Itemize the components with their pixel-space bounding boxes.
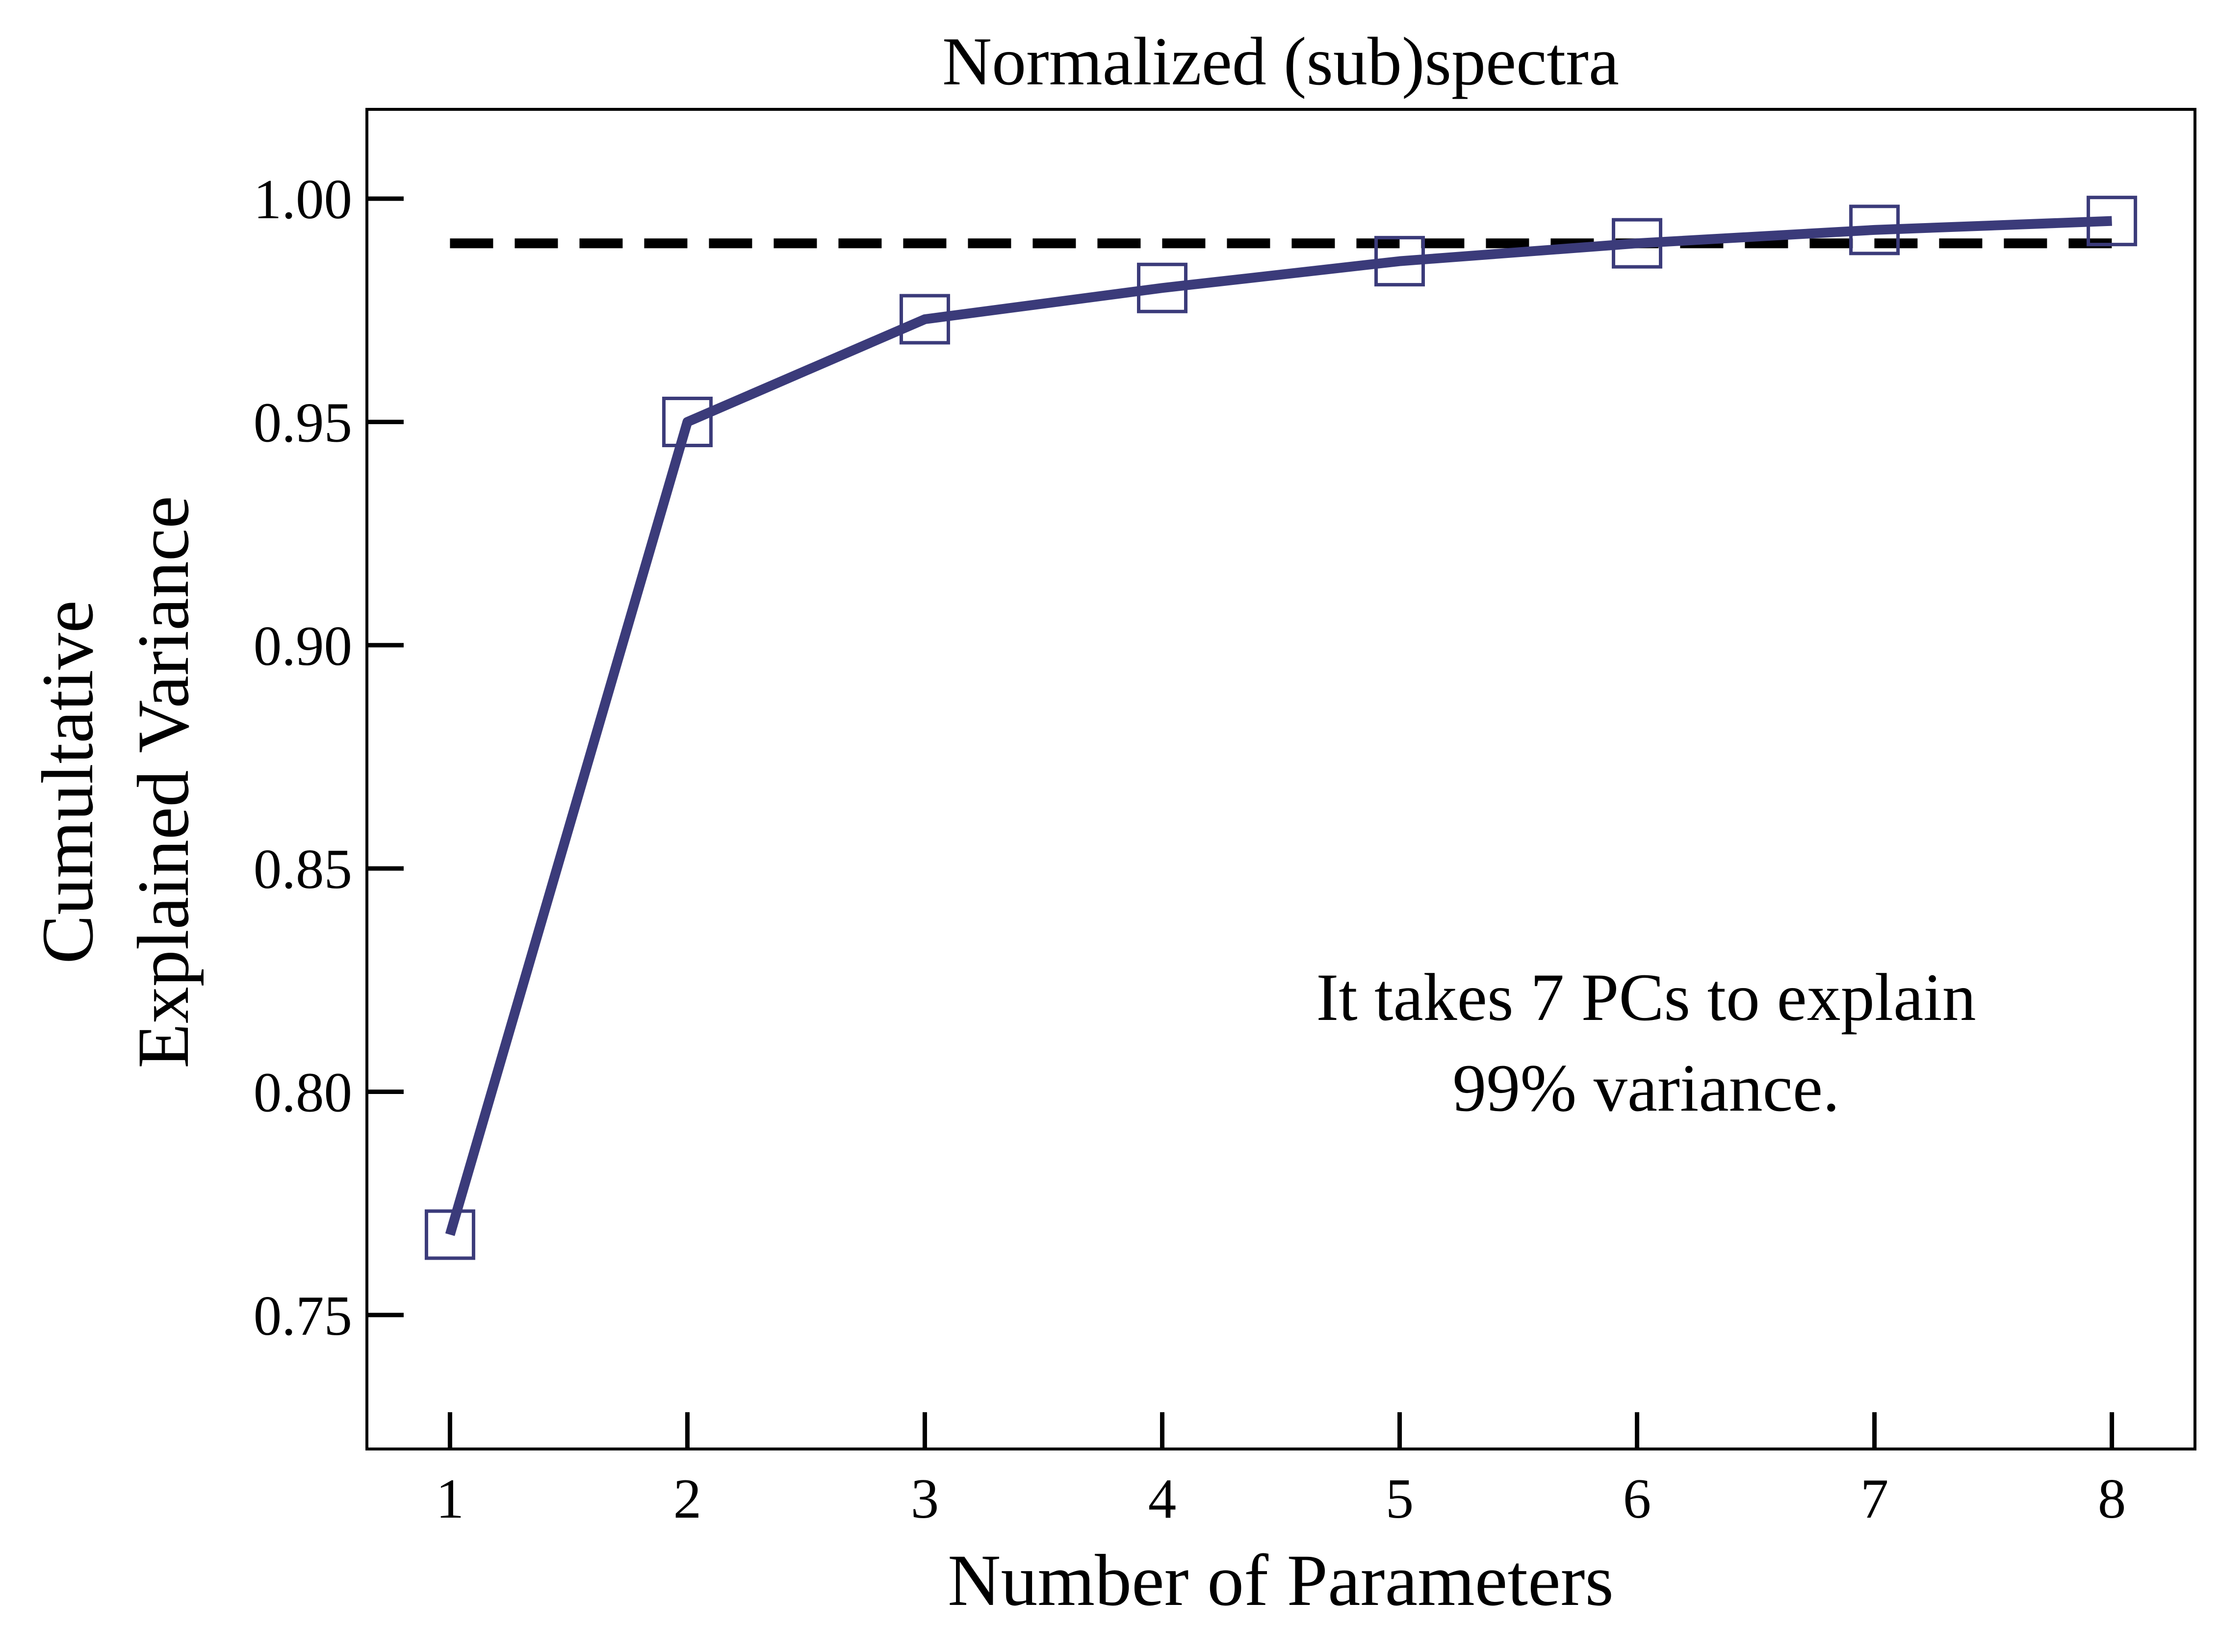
x-tick-label: 1 (436, 1468, 464, 1530)
data-point-marker (1849, 204, 1900, 255)
annotation-line-2: 99% variance. (1452, 1050, 1839, 1125)
y-tick-label: 0.80 (254, 1061, 352, 1123)
x-tick-label: 6 (1623, 1468, 1651, 1530)
y-axis-title-line-1: Cumultative (27, 600, 108, 964)
y-tick-label: 0.75 (254, 1285, 352, 1347)
annotation-line-1: It takes 7 PCs to explain (1316, 960, 1976, 1035)
data-point-marker (662, 396, 713, 447)
data-point-marker (1374, 236, 1425, 287)
y-ticks: 0.75 0.80 0.85 0.90 0.95 1.00 (254, 168, 404, 1347)
y-axis-title: Cumultative Explained Variance (27, 496, 204, 1068)
data-point-marker (424, 1209, 475, 1260)
y-axis-title-line-2: Explained Variance (123, 496, 204, 1068)
data-point-marker (2087, 196, 2138, 247)
y-tick-label: 0.95 (254, 391, 352, 454)
data-point-marker (1136, 262, 1187, 313)
x-ticks: 1 2 3 4 5 6 7 8 (436, 1412, 2126, 1530)
data-point-marker (1612, 218, 1663, 269)
series-line (445, 216, 2112, 1236)
y-tick-label: 0.85 (254, 838, 352, 900)
x-tick-label: 8 (2098, 1468, 2126, 1530)
y-tick-label: 1.00 (254, 168, 352, 230)
x-tick-label: 3 (911, 1468, 939, 1530)
data-point-marker (899, 294, 950, 345)
x-axis-title: Number of Parameters (948, 1540, 1614, 1621)
x-tick-label: 4 (1148, 1468, 1177, 1530)
x-tick-label: 7 (1860, 1468, 1889, 1530)
x-tick-label: 5 (1386, 1468, 1414, 1530)
x-tick-label: 2 (673, 1468, 702, 1530)
series-markers (424, 196, 2138, 1260)
y-tick-label: 0.90 (254, 615, 352, 677)
chart-title: Normalized (sub)spectra (942, 24, 1619, 100)
plot-frame (365, 108, 2196, 1450)
